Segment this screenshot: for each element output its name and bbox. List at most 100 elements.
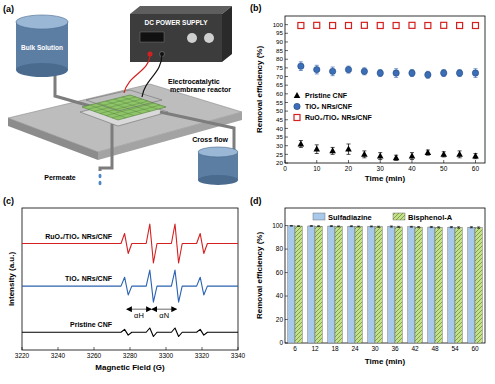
- tick-label: 60: [472, 165, 480, 172]
- tick-label: 3280: [123, 352, 138, 359]
- psu-knob: [187, 33, 197, 43]
- tick-label: 65: [276, 81, 283, 88]
- marker: [314, 22, 320, 28]
- marker: [329, 68, 335, 74]
- tick: [285, 128, 288, 129]
- tick: [285, 41, 288, 42]
- marker: [440, 151, 447, 157]
- marker: [472, 23, 478, 29]
- pipe: [160, 112, 234, 150]
- marker: [425, 149, 432, 155]
- tick-label: 48: [431, 345, 439, 352]
- bar: [408, 227, 415, 343]
- marker: [345, 146, 352, 152]
- tick-label: 30: [377, 165, 385, 172]
- marker: [345, 66, 351, 72]
- tick: [285, 85, 288, 86]
- wire: [142, 54, 162, 97]
- marker: [298, 63, 304, 69]
- tick-label: 3340: [231, 352, 246, 359]
- tick-label: 40: [276, 125, 283, 132]
- tick: [285, 137, 288, 138]
- legend-swatch: [313, 213, 325, 220]
- bar: [415, 227, 422, 343]
- tick-label: 55: [276, 99, 283, 106]
- error-bar: [377, 226, 380, 227]
- bar: [475, 228, 482, 343]
- tick: [475, 160, 476, 163]
- error-bar: [350, 225, 353, 227]
- marker: [457, 23, 463, 29]
- error-bar: [397, 226, 400, 227]
- legend-marker: [294, 115, 300, 121]
- legend-label: TiO₂ NRs/CNF: [305, 103, 353, 110]
- trace-label: TiO₂ NRs/CNF: [65, 275, 113, 282]
- tick: [285, 59, 288, 60]
- tick: [380, 160, 381, 163]
- tick-label: 42: [411, 345, 419, 352]
- tick: [285, 154, 288, 155]
- marker: [377, 23, 383, 29]
- marker: [361, 22, 367, 28]
- tick: [285, 24, 288, 25]
- tick-label: 30: [371, 345, 379, 352]
- annotation-label: αN: [159, 311, 169, 320]
- error-bar: [317, 225, 320, 227]
- bar: [428, 227, 435, 343]
- data-group: [298, 22, 479, 160]
- tick: [202, 347, 203, 350]
- marker: [441, 70, 447, 76]
- data-group: [288, 225, 482, 343]
- marker: [329, 147, 336, 153]
- error-bar: [390, 226, 393, 227]
- psu-label: DC POWER SUPPLY: [145, 19, 209, 26]
- panel-c: (c)3220324032603280330033203340Magnetic …: [3, 196, 246, 372]
- tick-label: 0: [283, 165, 287, 172]
- axis-title: Intensity (a.u.): [7, 252, 16, 307]
- legend-label: Pristine CNF: [305, 92, 348, 99]
- tick-label: 100: [273, 21, 284, 28]
- bar: [295, 226, 302, 343]
- bar: [435, 227, 442, 343]
- bar: [335, 226, 342, 343]
- drop: [99, 174, 102, 178]
- error-bar: [410, 226, 413, 228]
- marker: [314, 66, 320, 72]
- marker: [393, 154, 400, 160]
- bar: [348, 226, 355, 343]
- marker: [330, 23, 336, 29]
- tick-label: 3320: [195, 352, 210, 359]
- tank-label: Bulk Solution: [21, 44, 63, 51]
- trace-label: Pristine CNF: [70, 321, 113, 328]
- marker: [345, 23, 351, 29]
- error-bar: [477, 227, 480, 228]
- tick: [285, 33, 288, 34]
- panel-b: (b)2025303540455055606570758085909510001…: [250, 3, 485, 183]
- annotation-label: αH: [134, 311, 144, 320]
- trace-label: RuO₂/TiO₂ NRs/CNF: [45, 233, 112, 240]
- tick: [285, 272, 288, 273]
- tick-label: 3300: [159, 352, 174, 359]
- legend-swatch: [393, 213, 405, 220]
- tick-label: 3260: [87, 352, 102, 359]
- axis-title: Removal efficiency (%): [255, 232, 264, 319]
- spectrum-line: [22, 328, 238, 337]
- bar: [468, 227, 475, 343]
- tick-label: 35: [276, 133, 283, 140]
- bar: [315, 226, 322, 343]
- plot-frame: [285, 208, 485, 343]
- bar: [328, 226, 335, 343]
- panel-title: (c): [3, 196, 14, 206]
- psu-top: [130, 6, 232, 14]
- marker: [472, 70, 478, 76]
- tank-bottom: [16, 63, 68, 77]
- bar: [448, 227, 455, 343]
- marker: [425, 23, 431, 29]
- tick-label: 24: [351, 345, 359, 352]
- bar: [308, 226, 315, 343]
- tick-label: 50: [276, 107, 283, 114]
- annotation-arrow: [127, 309, 151, 310]
- panel-title: (d): [250, 196, 262, 206]
- tick-label: 40: [276, 292, 284, 299]
- spectrum-line: [22, 270, 238, 302]
